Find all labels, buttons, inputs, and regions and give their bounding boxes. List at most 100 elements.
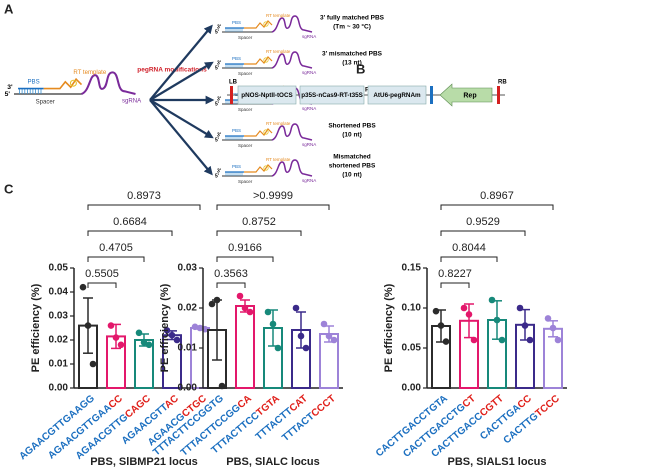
spacer-label: Spacer	[238, 179, 253, 184]
y-tick-label: 0.01	[178, 343, 198, 354]
three-prime-label: 3'	[7, 84, 13, 91]
y-axis-label: PE efficiency (%)	[383, 283, 395, 372]
arrow	[149, 99, 213, 176]
sequence-mismatch: CAT	[287, 393, 309, 414]
significance-bracket	[440, 204, 554, 210]
data-point	[437, 322, 445, 329]
data-point	[460, 304, 468, 312]
p-value-label: 0.8973	[127, 190, 161, 202]
three-prime-label: 3'	[217, 132, 221, 138]
sgrna-label: sgRNA	[302, 70, 316, 75]
x-axis-title: PBS, SlBMP21 locus	[90, 456, 198, 468]
y-tick-label: 0.10	[402, 303, 422, 314]
data-point	[465, 311, 473, 318]
panel-letter: A	[4, 1, 14, 16]
p-value-label: 0.8752	[242, 216, 276, 228]
bar	[190, 327, 210, 389]
cassette-label: AtU6-pegRNAm	[373, 92, 421, 99]
significance-bracket	[216, 282, 246, 288]
p-value-label: 0.4705	[99, 242, 133, 254]
pbs-label: PBS	[232, 128, 241, 133]
significance-bracket	[440, 256, 498, 262]
data-point	[521, 322, 529, 329]
data-point	[191, 323, 199, 331]
data-point	[246, 308, 254, 316]
data-point	[145, 341, 153, 349]
data-point	[274, 344, 282, 352]
data-point	[117, 341, 125, 349]
rt-template-label: RT template	[73, 70, 106, 76]
x-axis-title: PBS, SlALS1 locus	[447, 456, 546, 468]
data-point	[196, 324, 204, 332]
modification-label: (10 nt)	[342, 172, 362, 179]
sgrna-scaffold	[271, 123, 313, 141]
pbs-label: PBS	[28, 79, 40, 85]
data-point	[470, 336, 478, 344]
data-point	[493, 316, 501, 324]
p-value-label: 0.5505	[85, 268, 119, 280]
data-point	[549, 324, 557, 332]
pegrna-diagram: 5'3' PBS RT template Spacer sgRNA	[5, 70, 143, 106]
sequence-mismatch: CCCT	[309, 393, 337, 419]
three-prime-label: 3'	[217, 168, 221, 174]
three-prime-label: 3'	[217, 96, 221, 102]
rt-template-label: RT template	[266, 49, 291, 54]
rt-template	[43, 77, 83, 90]
rt-template	[244, 56, 273, 65]
border-mark	[230, 86, 233, 104]
data-point	[432, 307, 440, 315]
cassette-label: pNOS-NptII-tOCS	[241, 92, 292, 99]
significance-bracket	[216, 230, 302, 236]
y-tick-label: 0.00	[178, 383, 198, 394]
pegrna-diagram: 5'3' PBS RT template Spacer sgRNA	[215, 157, 316, 184]
sgrna-label: sgRNA	[302, 106, 316, 111]
rt-template-label: RT template	[266, 13, 291, 18]
data-point	[330, 336, 338, 344]
data-point	[264, 308, 272, 316]
data-point	[498, 336, 506, 344]
rep-label: Rep	[463, 92, 476, 99]
pbs-label: PBS	[232, 164, 241, 169]
cassette	[367, 85, 427, 105]
data-point	[292, 304, 300, 312]
data-point	[544, 315, 552, 322]
three-prime-label: 3'	[217, 24, 221, 30]
data-point	[302, 344, 310, 352]
spacer-label: Spacer	[238, 35, 253, 40]
border-label: LB	[229, 80, 238, 86]
data-point	[516, 304, 524, 312]
edit-site	[263, 165, 269, 171]
cassette	[299, 85, 365, 105]
modification-label: 3' mismatched PBS	[322, 51, 383, 58]
five-prime-label: 5'	[215, 65, 219, 71]
y-tick-label: 0.00	[49, 383, 69, 394]
data-point	[173, 336, 181, 344]
five-prime-label: 5'	[215, 101, 219, 107]
pbs-label: PBS	[232, 20, 241, 25]
data-point	[241, 304, 249, 312]
x-axis-title: PBS, SlALC locus	[226, 456, 320, 468]
sgrna-scaffold	[271, 159, 313, 177]
five-prime-label: 5'	[5, 91, 11, 98]
pbs-label: PBS	[232, 56, 241, 61]
y-axis-label: PE efficiency (%)	[30, 283, 42, 372]
data-point	[526, 336, 534, 344]
data-point	[168, 331, 176, 339]
sgrna-label: sgRNA	[302, 142, 316, 147]
edit-site	[263, 129, 269, 135]
modification-title: pegRNA modifications	[137, 67, 207, 74]
edit-site	[69, 79, 77, 87]
p-value-label: 0.8967	[480, 190, 514, 202]
data-point	[236, 292, 244, 300]
data-point	[79, 283, 87, 291]
data-point	[84, 322, 92, 329]
border-label: RB	[498, 80, 507, 86]
panel-letter: B	[356, 61, 365, 76]
p-value-label: 0.6684	[113, 216, 147, 228]
data-point	[89, 360, 97, 368]
data-point	[218, 382, 226, 390]
three-prime-label: 3'	[217, 60, 221, 66]
data-point	[213, 296, 221, 304]
y-tick-label: 0.03	[178, 263, 198, 274]
